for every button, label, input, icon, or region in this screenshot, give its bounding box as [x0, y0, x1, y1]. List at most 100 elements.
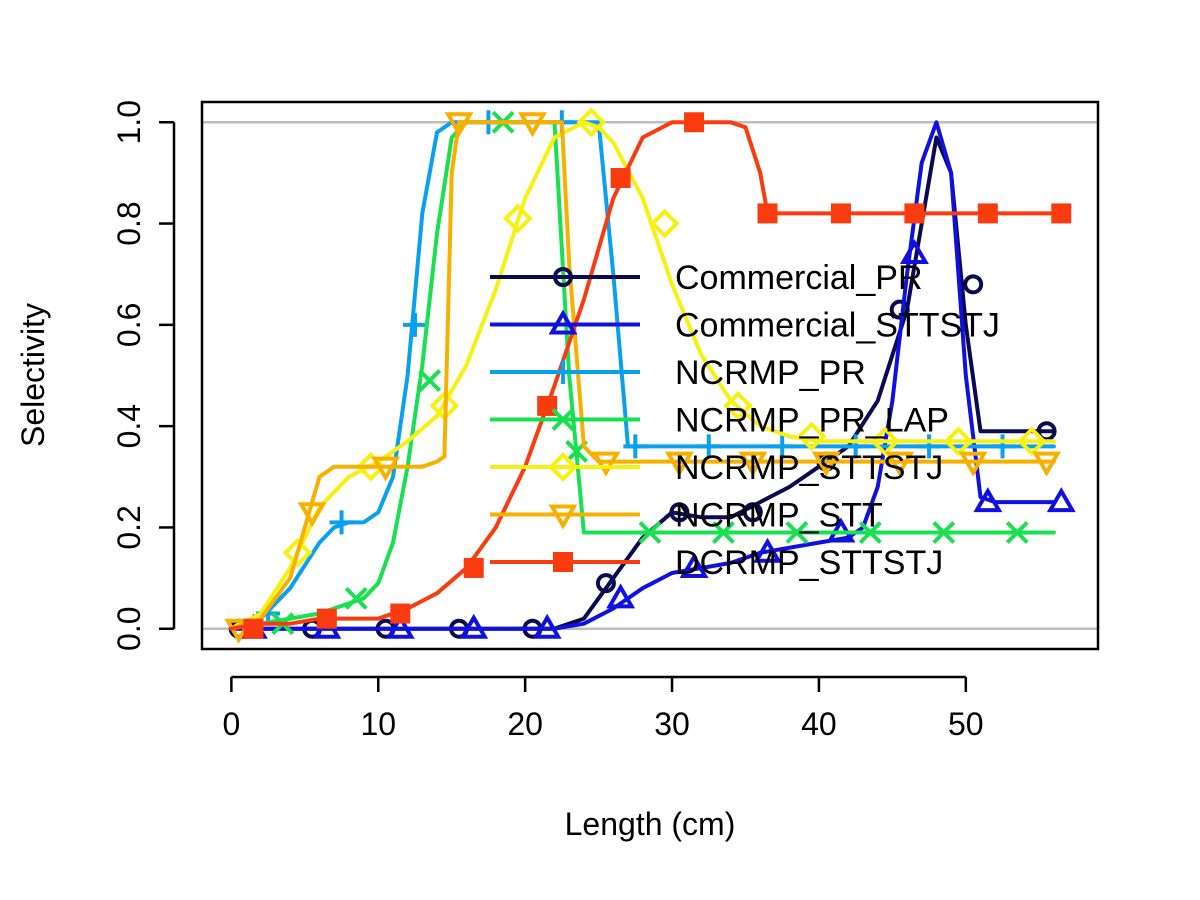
data-point	[738, 451, 768, 477]
data-point	[385, 613, 415, 639]
y-axis-label: Selectivity	[15, 303, 51, 447]
data-point	[742, 502, 763, 523]
legend-item: NCRMP_STT	[490, 497, 883, 535]
series-line	[229, 120, 1056, 631]
data-point	[679, 552, 709, 578]
x-tick-label: 50	[948, 706, 984, 742]
legend-label: DCRMP_STTSTJ	[675, 544, 943, 582]
series-Commercial_STTSTJ	[229, 120, 1076, 639]
data-point	[973, 487, 1003, 513]
data-point	[444, 112, 474, 138]
data-point	[638, 521, 662, 544]
y-tick-label: 0.6	[111, 303, 147, 347]
y-tick-label: 0.4	[111, 404, 147, 448]
data-point	[418, 369, 442, 392]
y-tick-label: 1.0	[111, 100, 147, 144]
data-point	[610, 167, 631, 188]
data-point	[723, 391, 753, 421]
data-point	[943, 426, 974, 457]
data-point	[344, 586, 368, 610]
data-point	[316, 608, 337, 629]
data-point	[402, 312, 427, 337]
series-layer	[224, 107, 1076, 644]
data-point	[243, 618, 264, 639]
data-point	[1046, 487, 1076, 513]
data-point	[390, 603, 411, 624]
data-point	[1005, 521, 1029, 544]
data-point	[649, 208, 680, 239]
data-point	[463, 557, 484, 578]
data-point	[684, 112, 705, 133]
data-point	[770, 434, 795, 459]
data-point	[885, 451, 915, 477]
data-point	[576, 107, 607, 138]
data-point	[917, 434, 942, 459]
data-point	[1017, 426, 1047, 457]
data-point	[297, 502, 327, 528]
plot-frame	[200, 100, 1100, 651]
legend-label: Commercial_STTSTJ	[675, 307, 1000, 345]
x-tick-label: 40	[801, 706, 837, 742]
data-point	[282, 537, 313, 568]
legend-swatch-marker	[548, 452, 578, 482]
legend-swatch-marker	[548, 309, 578, 335]
data-point	[963, 274, 984, 295]
data-point	[502, 203, 533, 234]
legend-label: NCRMP_STT	[675, 497, 883, 535]
data-point	[664, 451, 694, 477]
data-point	[858, 521, 882, 544]
legend-item: Commercial_STTSTJ	[490, 307, 1000, 345]
data-point	[757, 203, 778, 224]
y-tick-label: 0.2	[111, 505, 147, 549]
data-point	[785, 521, 809, 544]
series-DCRMP_STTSTJ	[229, 112, 1072, 639]
legend-swatch-marker	[548, 504, 578, 530]
data-point	[870, 426, 900, 457]
data-point	[977, 203, 998, 224]
legend-label: NCRMP_STTSTJ	[675, 449, 943, 487]
data-point	[958, 451, 988, 477]
data-point	[753, 537, 782, 563]
legend-label: NCRMP_PR	[675, 354, 866, 392]
x-tick-label: 0	[222, 706, 240, 742]
legend-item: Commercial_PR	[490, 259, 923, 297]
data-point	[371, 456, 401, 482]
data-point	[990, 434, 1015, 459]
legend-item: NCRMP_PR_LAP	[490, 402, 949, 440]
legend-item: DCRMP_STTSTJ	[490, 544, 943, 582]
legend-swatch-marker	[553, 552, 573, 572]
data-point	[712, 521, 735, 544]
data-point	[591, 451, 621, 477]
y-axis: 0.0 0.2 0.4 0.6 0.8 1.0	[111, 100, 176, 651]
data-point	[796, 421, 827, 452]
legend-label: NCRMP_PR_LAP	[675, 402, 949, 440]
data-point	[811, 451, 841, 477]
data-point	[904, 203, 925, 224]
x-tick-label: 30	[654, 706, 690, 742]
data-point	[843, 434, 868, 459]
legend-item: NCRMP_STTSTJ	[490, 449, 943, 487]
data-point	[830, 203, 851, 224]
x-tick-label: 10	[360, 706, 396, 742]
legend-label: Commercial_PR	[675, 259, 923, 297]
data-point	[623, 434, 648, 459]
data-point	[595, 573, 616, 594]
y-tick-label: 0.8	[111, 201, 147, 245]
legend-item: NCRMP_PR	[490, 354, 866, 392]
data-point	[696, 434, 721, 459]
legend-swatch-marker	[551, 408, 575, 431]
data-point	[1036, 421, 1057, 442]
data-point	[669, 502, 690, 523]
data-point	[518, 112, 547, 138]
data-point	[329, 510, 354, 535]
data-point	[899, 238, 929, 264]
data-point	[606, 583, 636, 609]
data-point	[532, 613, 562, 639]
data-point	[1032, 451, 1062, 477]
x-axis: 0 10 20 30 40 50	[222, 675, 984, 742]
x-axis-label: Length (cm)	[565, 806, 736, 842]
data-point	[459, 613, 489, 639]
y-tick-label: 0.0	[111, 606, 147, 650]
data-point	[932, 521, 956, 544]
